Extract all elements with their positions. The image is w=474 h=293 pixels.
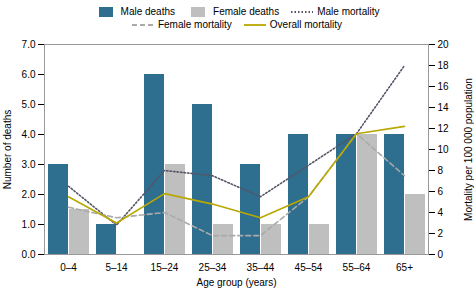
- svg-text:0.0: 0.0: [22, 249, 36, 260]
- svg-text:16: 16: [438, 81, 450, 92]
- svg-text:1.0: 1.0: [22, 219, 36, 230]
- html-text:Overall mortality: Overall mortality: [269, 19, 343, 30]
- svg-text:Mortality per 100 000 populati: Mortality per 100 000 population: [463, 78, 474, 221]
- svg-text:6.0: 6.0: [22, 69, 36, 80]
- svg-text:12: 12: [438, 123, 450, 134]
- html-text:Female mortality: Female mortality: [157, 19, 232, 30]
- html-text:Male deaths: Male deaths: [120, 6, 175, 17]
- svg-text:25–34: 25–34: [199, 262, 227, 273]
- svg-text:20: 20: [438, 39, 450, 50]
- svg-text:65+: 65+: [396, 262, 413, 273]
- svg-text:0–4: 0–4: [60, 262, 77, 273]
- svg-text:45–54: 45–54: [295, 262, 323, 273]
- html-text:Male mortality: Male mortality: [317, 6, 380, 17]
- svg-text:35–44: 35–44: [247, 262, 275, 273]
- svg-text:55–64: 55–64: [343, 262, 371, 273]
- svg-text:5–14: 5–14: [105, 262, 128, 273]
- svg-text:5.0: 5.0: [22, 99, 36, 110]
- svg-text:0: 0: [438, 249, 444, 260]
- svg-text:15–24: 15–24: [151, 262, 179, 273]
- svg-text:14: 14: [438, 102, 450, 113]
- svg-text:3.0: 3.0: [22, 159, 36, 170]
- svg-text:18: 18: [438, 60, 450, 71]
- svg-text:8: 8: [438, 165, 444, 176]
- svg-text:7.0: 7.0: [22, 39, 36, 50]
- svg-text:2: 2: [438, 228, 444, 239]
- svg-text:Age group (years): Age group (years): [196, 277, 276, 288]
- svg-text:10: 10: [438, 144, 450, 155]
- svg-text:4: 4: [438, 207, 444, 218]
- svg-text:Number of deaths: Number of deaths: [2, 110, 13, 190]
- svg-text:2.0: 2.0: [22, 189, 36, 200]
- html-text:Female deaths: Female deaths: [213, 6, 280, 17]
- svg-text:4.0: 4.0: [22, 129, 36, 140]
- svg-text:6: 6: [438, 186, 444, 197]
